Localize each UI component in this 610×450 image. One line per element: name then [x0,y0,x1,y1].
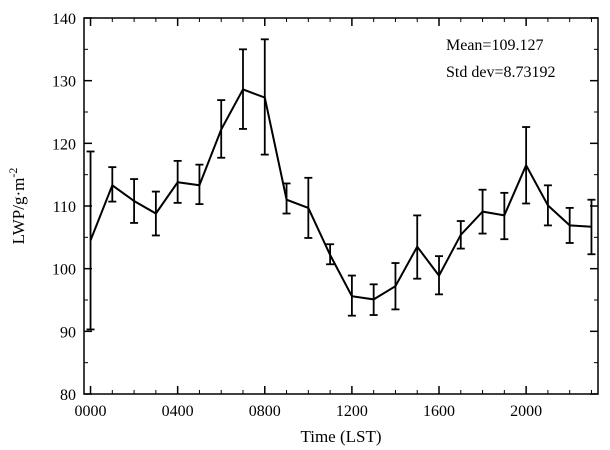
std-dev-annotation: Std dev=8.73192 [446,64,555,81]
series-line [89,88,592,301]
plot-frame [83,17,599,395]
x-tick-label: 1200 [336,403,368,420]
x-tick-label: 1600 [423,403,455,420]
y-tick-label: 140 [52,11,76,28]
y-tick-label: 90 [60,324,76,341]
y-tick-label: 130 [52,74,76,91]
y-axis-title-superscript: -2 [6,168,20,178]
y-tick-label: 80 [60,387,76,404]
mean-annotation: Mean=109.127 [446,37,543,54]
x-tick-label: 0000 [75,403,107,420]
y-tick-label: 110 [53,199,76,216]
y-tick-label: 100 [52,262,76,279]
y-axis-ticks: 80 90 100 110 120 130 140 [52,11,598,404]
x-tick-label: 2000 [510,403,542,420]
y-axis-title-main: LWP/g·m [9,178,28,245]
x-axis-ticks: 0000 0400 0800 1200 1600 2000 [75,18,592,420]
y-tick-label: 120 [52,136,76,153]
x-axis-title: Time (LST) [300,427,381,446]
x-tick-label: 0400 [162,403,194,420]
error-bars [86,38,596,331]
y-axis-title: LWP/g·m-2 [6,168,28,245]
x-tick-label: 0800 [249,403,281,420]
